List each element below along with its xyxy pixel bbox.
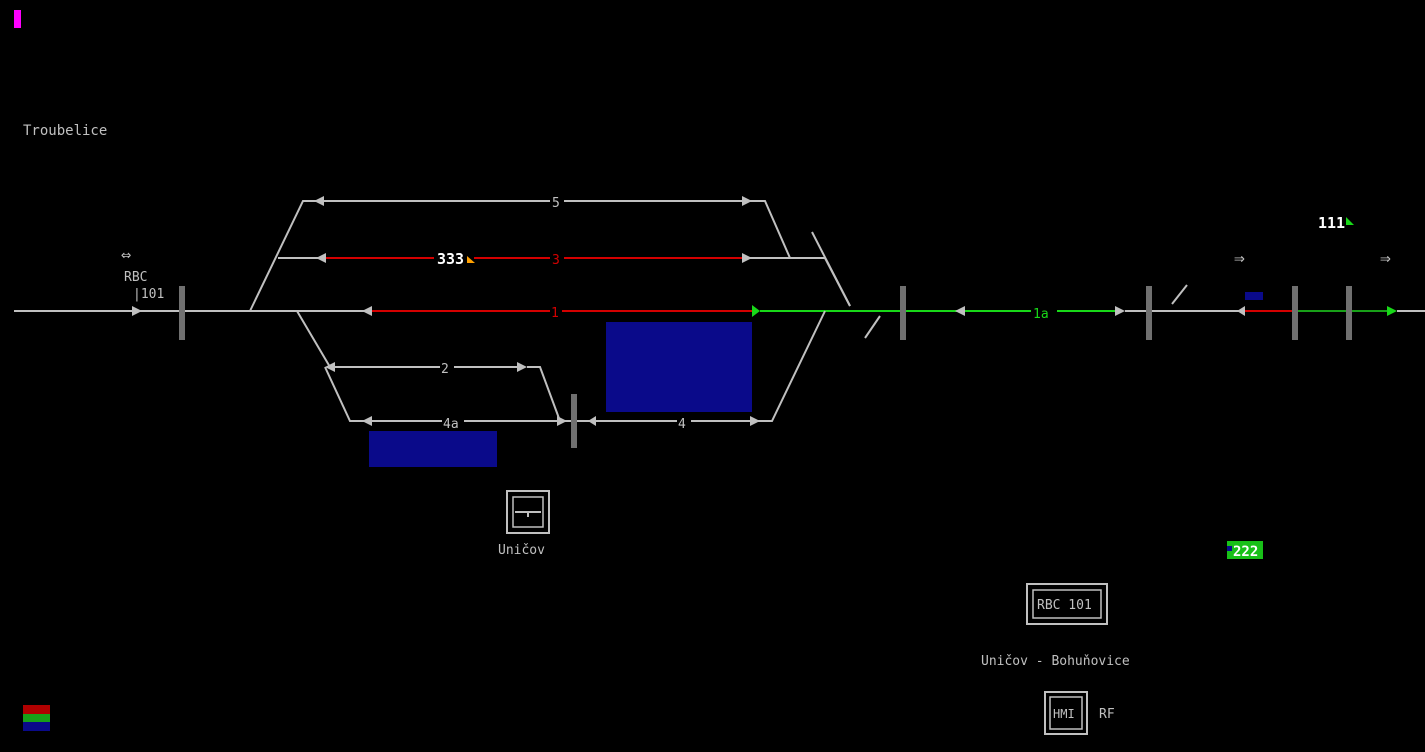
signal-post[interactable] (1146, 286, 1152, 340)
switch-blade-3[interactable] (1171, 284, 1188, 305)
track-5-right-switch[interactable] (750, 200, 791, 259)
rbc-label: RBC (124, 270, 147, 285)
track-3-right-switch[interactable] (750, 257, 851, 307)
track-3[interactable]: 3 (316, 250, 752, 268)
rbc-box-label: RBC 101 (1037, 598, 1092, 613)
hmi-button[interactable]: HMI (1044, 691, 1088, 735)
track-1-label: 1 (551, 306, 559, 321)
rbc-101-button[interactable]: RBC 101 (1026, 583, 1108, 625)
station-label-unicov: Uničov (498, 543, 545, 558)
occupancy-block (606, 322, 752, 412)
track-5[interactable]: 5 (314, 193, 752, 211)
hmi-box-label: HMI (1053, 707, 1075, 721)
train-number: 333 (437, 250, 464, 268)
signal-post[interactable] (1346, 286, 1352, 340)
train-direction-icon (1346, 217, 1354, 225)
track-2[interactable]: 2 (325, 359, 527, 377)
route-name-label: Uničov - Bohuňovice (981, 654, 1130, 669)
direction-arrow-icon: ⇒ (1380, 248, 1391, 269)
track-3-label: 3 (552, 253, 560, 268)
hmi-suffix-label: RF (1099, 707, 1115, 722)
track-4-label: 4 (678, 417, 686, 432)
track-4[interactable]: 4 (577, 413, 765, 432)
occupancy-block (369, 431, 497, 467)
track-4-right-switch[interactable] (760, 310, 826, 422)
main-track-left[interactable] (14, 306, 365, 316)
train-direction-icon (467, 256, 475, 263)
occupancy-block-small (1245, 292, 1263, 300)
train-number: 111 (1318, 214, 1345, 232)
signal-post[interactable] (179, 286, 185, 340)
switch-blade-2[interactable] (864, 315, 881, 339)
switch-blade[interactable] (811, 231, 851, 307)
signal-post[interactable] (571, 394, 577, 448)
left-right-arrow-icon: ⇔ (121, 245, 131, 265)
track-5-label: 5 (552, 196, 560, 211)
legend-red (23, 705, 50, 714)
direction-arrow-icon: ⇒ (1234, 248, 1245, 269)
legend-green (23, 714, 50, 722)
train-111[interactable]: 111 (1318, 214, 1354, 232)
track-4a[interactable]: 4a (362, 413, 571, 432)
track-2-right-switch[interactable] (527, 366, 561, 422)
rbc-marker[interactable]: ⇔ RBC |101 (121, 245, 164, 302)
status-indicator (14, 10, 21, 28)
signal-post[interactable] (1292, 286, 1298, 340)
color-legend (23, 705, 50, 731)
legend-blue (23, 722, 50, 731)
track-2-label: 2 (441, 362, 449, 377)
track-1a[interactable]: 1a (906, 303, 1125, 322)
train-number: 222 (1233, 544, 1258, 560)
station-building-icon[interactable] (506, 490, 550, 534)
train-222[interactable]: 222 (1227, 541, 1263, 560)
track-1[interactable]: 1 (362, 303, 760, 321)
station-label-troubelice: Troubelice (23, 123, 107, 139)
track-4a-label: 4a (443, 417, 459, 432)
track-1a-label: 1a (1033, 307, 1049, 322)
rbc-id-label: |101 (133, 287, 164, 302)
train-333[interactable]: 333 (434, 248, 475, 268)
signal-post[interactable] (900, 286, 906, 340)
